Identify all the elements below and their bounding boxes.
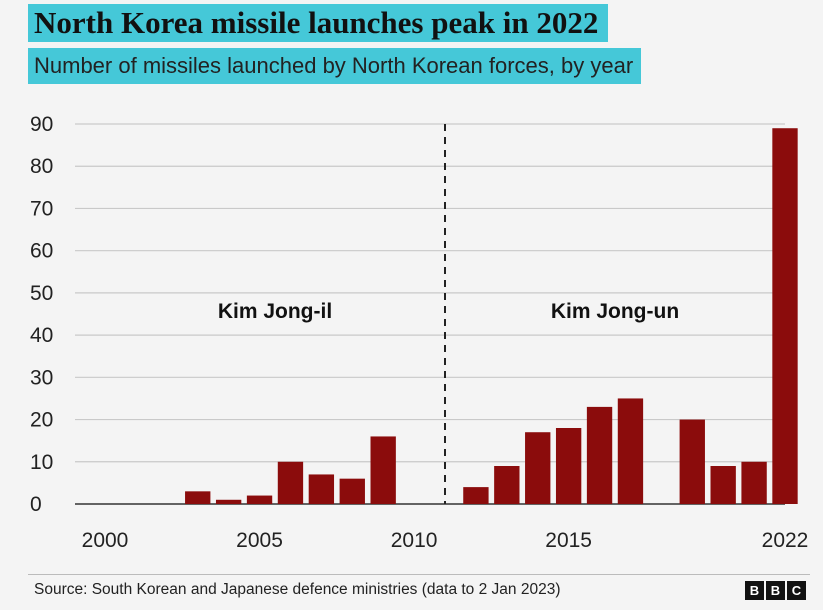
bbc-logo-letter: B xyxy=(766,581,785,600)
annotation-kim-jong-un: Kim Jong-un xyxy=(551,300,679,323)
x-tick-label: 2022 xyxy=(762,529,809,552)
bar xyxy=(741,461,767,504)
y-tick-label: 30 xyxy=(30,366,53,389)
chart-title: North Korea missile launches peak in 202… xyxy=(28,4,609,42)
y-tick-label: 0 xyxy=(30,493,42,516)
bar xyxy=(215,499,242,504)
y-tick-label: 50 xyxy=(30,282,53,305)
bbc-logo: B B C xyxy=(745,581,806,600)
x-tick-label: 2000 xyxy=(82,529,129,552)
bar-chart: 0 10 20 30 40 50 60 70 80 90 2000 2005 2010 2015 2022 K… xyxy=(30,113,809,552)
bar xyxy=(370,436,396,504)
chart-subtitle: Number of missiles launched by North Kor… xyxy=(28,48,642,84)
bar xyxy=(617,398,644,504)
source-footer: Source: South Korean and Japanese defenc… xyxy=(28,574,810,605)
bar xyxy=(185,491,211,504)
y-tick-label: 40 xyxy=(30,324,53,347)
bar xyxy=(277,461,304,504)
y-tick-label: 90 xyxy=(30,113,53,136)
bbc-logo-letter: B xyxy=(745,581,764,600)
bar xyxy=(772,128,798,504)
x-tick-label: 2015 xyxy=(545,529,592,552)
y-tick-label: 70 xyxy=(30,197,53,220)
bar xyxy=(525,432,551,504)
bar xyxy=(463,487,489,504)
bar xyxy=(339,478,365,504)
y-tick-label: 20 xyxy=(30,409,53,432)
bar xyxy=(308,474,335,504)
annotation-kim-jong-il: Kim Jong-il xyxy=(218,300,332,323)
bar xyxy=(586,406,613,504)
bar xyxy=(555,428,582,504)
x-tick-label: 2010 xyxy=(391,529,438,552)
bar xyxy=(246,495,273,504)
y-tick-label: 10 xyxy=(30,451,53,474)
x-tick-label: 2005 xyxy=(236,529,283,552)
y-tick-label: 80 xyxy=(30,155,53,178)
y-tick-label: 60 xyxy=(30,240,53,263)
bar xyxy=(494,466,520,504)
bar xyxy=(679,419,705,504)
bbc-logo-letter: C xyxy=(787,581,806,600)
source-text: Source: South Korean and Japanese defenc… xyxy=(34,581,561,598)
bar xyxy=(710,466,736,504)
